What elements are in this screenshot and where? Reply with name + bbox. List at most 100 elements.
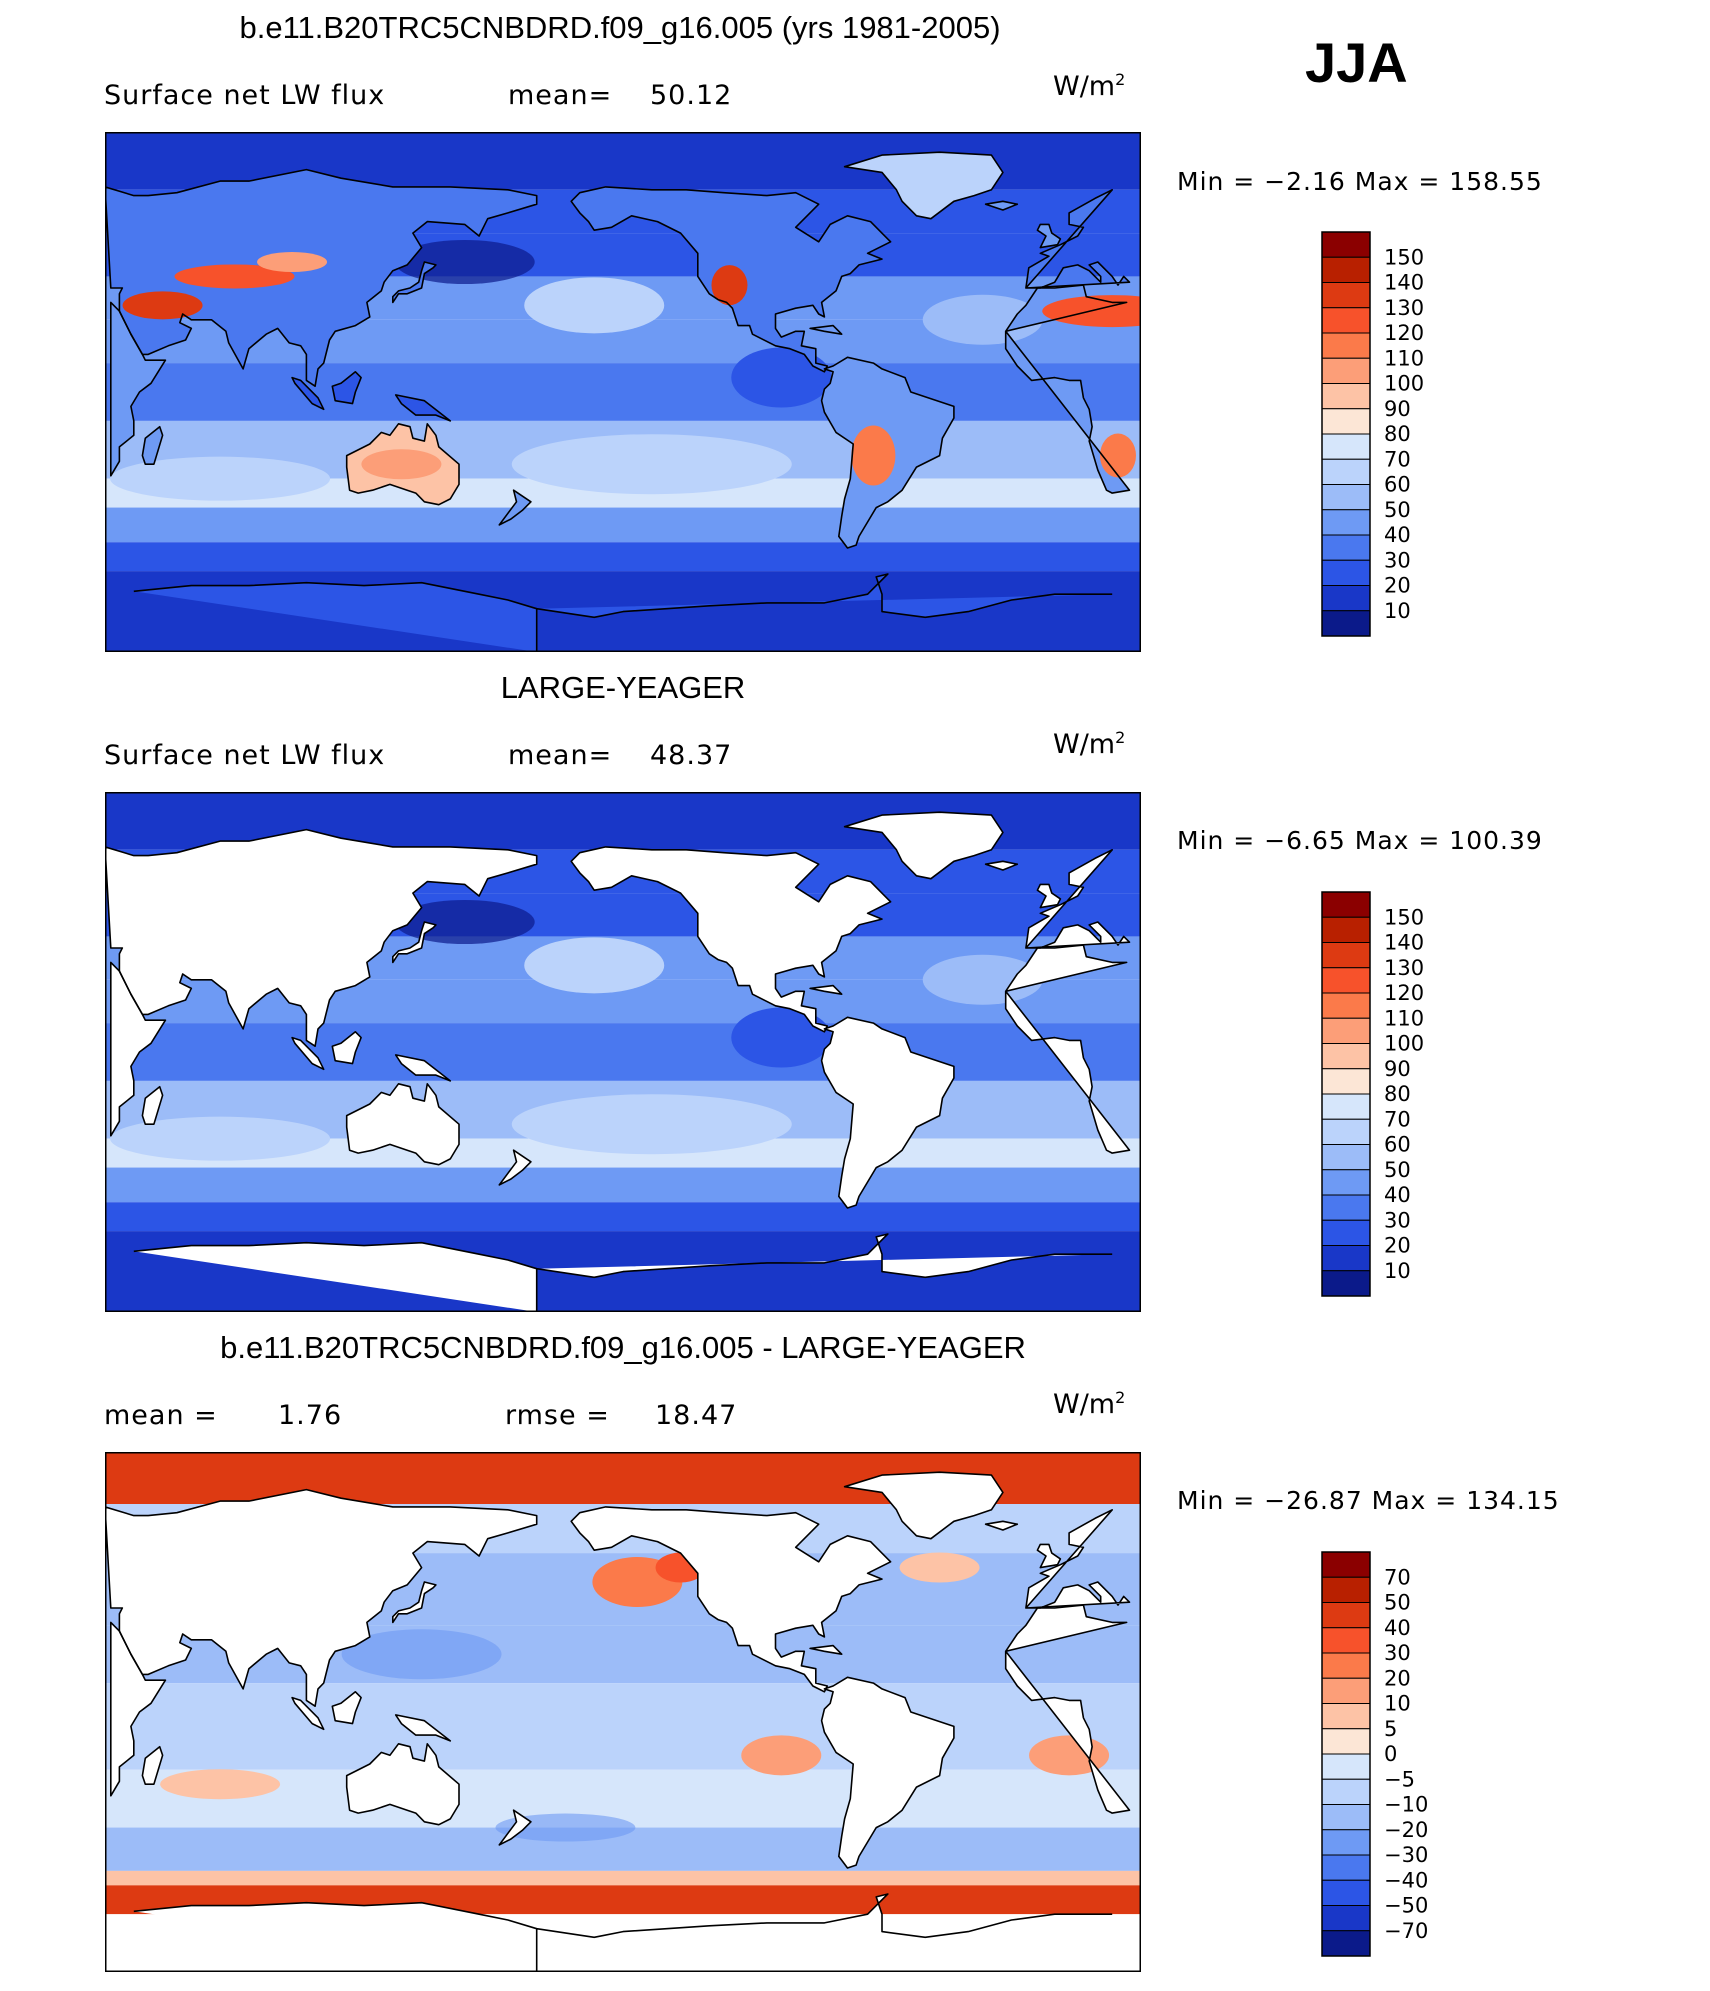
colorbar-tick-label: 20 (1384, 1234, 1411, 1258)
colorbar-swatch (1321, 1677, 1371, 1704)
colorbar-tick-label: 10 (1384, 599, 1411, 623)
colorbar-tick-label: 10 (1384, 1259, 1411, 1283)
colorbar-tick-label: 0 (1384, 1742, 1397, 1766)
colorbar-tick-label: 150 (1384, 245, 1424, 269)
colorbar-tick-label: 110 (1384, 1006, 1424, 1030)
panel-3-title: b.e11.B20TRC5CNBDRD.f09_g16.005 - LARGE-… (220, 1330, 1026, 1365)
colorbar-tick-label: 80 (1384, 1082, 1411, 1106)
colorbar-tick-label: 140 (1384, 271, 1424, 295)
colorbar-tick-label: −40 (1384, 1868, 1428, 1892)
colorbar-swatch (1321, 1017, 1371, 1044)
colorbar-swatch (1321, 1118, 1371, 1145)
colorbar-tick-label: 110 (1384, 346, 1424, 370)
colorbar-swatch (1321, 1194, 1371, 1221)
colorbar-swatch (1321, 458, 1371, 485)
panel-1-units: W/m2 (1053, 70, 1126, 102)
colorbar-swatch (1321, 1778, 1371, 1805)
colorbar-swatch (1321, 1245, 1371, 1272)
colorbar-swatch (1321, 509, 1371, 536)
panel-1-min-max: Min = −2.16 Max = 158.55 (1177, 167, 1543, 196)
colorbar-tick-label: 70 (1384, 1107, 1411, 1131)
colorbar-swatch (1321, 433, 1371, 460)
colorbar-tick-label: 60 (1384, 473, 1411, 497)
colorbar-swatch (1321, 1829, 1371, 1856)
colorbar-tick-label: 90 (1384, 1057, 1411, 1081)
colorbar-tick-label: 150 (1384, 905, 1424, 929)
colorbar-tick-label: −50 (1384, 1894, 1428, 1918)
colorbar-swatch (1321, 1219, 1371, 1246)
colorbar-tick-label: 40 (1384, 523, 1411, 547)
colorbar-swatch (1321, 1068, 1371, 1095)
colorbar-tick-label: 20 (1384, 1666, 1411, 1690)
panel-1-mean-label: mean= (508, 80, 613, 111)
colorbar-swatch (1321, 282, 1371, 309)
colorbar-tick-label: −30 (1384, 1843, 1428, 1867)
colorbar-tick-label: 50 (1384, 498, 1411, 522)
map-frame (105, 1452, 1141, 1972)
colorbar-tick-label: −20 (1384, 1818, 1428, 1842)
colorbar-swatch (1321, 967, 1371, 994)
colorbar-swatch (1321, 357, 1371, 384)
colorbar-swatch (1321, 231, 1371, 258)
colorbar-tick-label: −10 (1384, 1793, 1428, 1817)
panel-1-variable-label: Surface net LW flux (104, 80, 386, 111)
colorbar-swatch (1321, 891, 1371, 918)
colorbar-swatch (1321, 992, 1371, 1019)
panel-1-title: b.e11.B20TRC5CNBDRD.f09_g16.005 (yrs 198… (239, 10, 1001, 45)
panel-3-rmse-value: 18.47 (655, 1400, 738, 1431)
panel-2-units: W/m2 (1053, 728, 1126, 760)
colorbar-tick-label: 30 (1384, 1641, 1411, 1665)
colorbar-swatch (1321, 585, 1371, 612)
colorbar-tick-label: 30 (1384, 1208, 1411, 1232)
colorbar-tick-label: 80 (1384, 422, 1411, 446)
season-label: JJA (1305, 31, 1408, 94)
colorbar-tick-label: 70 (1384, 447, 1411, 471)
colorbar-swatch (1321, 1728, 1371, 1755)
colorbar-tick-label: 40 (1384, 1616, 1411, 1640)
colorbar-swatch (1321, 1905, 1371, 1932)
colorbar-swatch (1321, 408, 1371, 435)
panel-3-min-max: Min = −26.87 Max = 134.15 (1177, 1486, 1560, 1515)
colorbar-tick-label: 60 (1384, 1133, 1411, 1157)
colorbar-swatch (1321, 1144, 1371, 1171)
colorbar-swatch (1321, 1703, 1371, 1730)
colorbar-tick-label: 5 (1384, 1717, 1397, 1741)
colorbar-tick-label: 140 (1384, 931, 1424, 955)
colorbar-swatch (1321, 559, 1371, 586)
colorbar-swatch (1321, 1879, 1371, 1906)
colorbar-swatch (1321, 332, 1371, 359)
colorbar-tick-label: 120 (1384, 321, 1424, 345)
colorbar-swatch (1321, 1930, 1371, 1957)
colorbar-tick-label: 50 (1384, 1158, 1411, 1182)
colorbar-swatch (1321, 916, 1371, 943)
colorbar-swatch (1321, 1043, 1371, 1070)
colorbar-swatch (1321, 1753, 1371, 1780)
panel-2-title: LARGE-YEAGER (500, 670, 746, 705)
colorbar-tick-label: −5 (1384, 1767, 1415, 1791)
panel-3-rmse-label: rmse = (505, 1400, 610, 1431)
map-frame (105, 132, 1141, 652)
panel-1-mean-value: 50.12 (650, 80, 733, 111)
colorbar-tick-label: 30 (1384, 548, 1411, 572)
panel-2-map (105, 792, 1141, 1312)
colorbar-swatch (1321, 1169, 1371, 1196)
panel-2-variable-label: Surface net LW flux (104, 740, 386, 771)
colorbar-swatch (1321, 1627, 1371, 1654)
colorbar-swatch (1321, 1270, 1371, 1297)
colorbar-swatch (1321, 307, 1371, 334)
colorbar-swatch (1321, 1576, 1371, 1603)
colorbar-tick-label: 130 (1384, 956, 1424, 980)
colorbar-swatch (1321, 256, 1371, 283)
colorbar-tick-label: 20 (1384, 574, 1411, 598)
colorbar-tick-label: 100 (1384, 372, 1424, 396)
panel-1-map (105, 132, 1141, 652)
colorbar-swatch (1321, 1854, 1371, 1881)
map-frame (105, 792, 1141, 1312)
colorbar-tick-label: 50 (1384, 1591, 1411, 1615)
colorbar-swatch (1321, 383, 1371, 410)
panel-2-mean-label: mean= (508, 740, 613, 771)
panel-2-min-max: Min = −6.65 Max = 100.39 (1177, 826, 1543, 855)
panel-3-mean-label: mean = (104, 1400, 218, 1431)
